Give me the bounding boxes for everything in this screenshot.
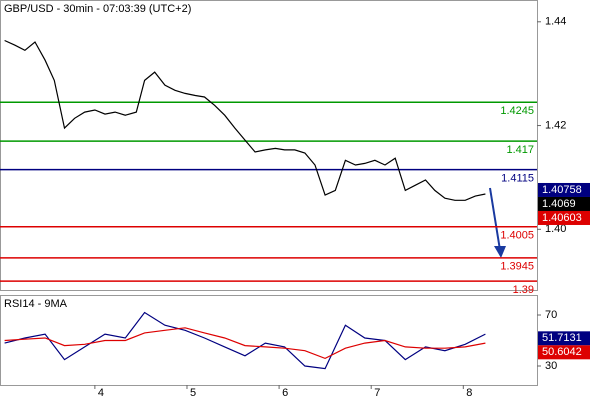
- level-label: 1.4005: [500, 230, 534, 242]
- series-line: [4, 39, 486, 201]
- level-label: 1.4245: [500, 105, 534, 117]
- price-box: [538, 182, 590, 197]
- y-tick-label: 1.40: [545, 223, 566, 235]
- rsi-panel: [0, 295, 538, 386]
- level-label: 1.417: [506, 144, 534, 156]
- level-label: 1.3945: [500, 261, 534, 273]
- rsi-title: RSI14 - 9MA: [4, 298, 68, 310]
- price-box: [538, 210, 590, 225]
- price-box: [538, 196, 590, 211]
- series-line: [4, 311, 486, 370]
- level-label: 1.4115: [501, 173, 534, 185]
- y-tick-label: 70: [545, 309, 557, 321]
- x-tick-label: 5: [190, 387, 196, 399]
- price-box-label: 1.4069: [542, 198, 576, 210]
- x-tick-label: 8: [466, 387, 472, 399]
- y-tick-label: 1.42: [545, 119, 566, 131]
- price-box-label: 50.6042: [542, 346, 582, 358]
- price-box: [538, 345, 590, 360]
- level-label: 1.39: [513, 284, 534, 296]
- price-box: [538, 331, 590, 346]
- price-box-label: 51.7131: [542, 332, 582, 344]
- x-tick-label: 4: [98, 387, 104, 399]
- x-tick-label: 7: [374, 387, 380, 399]
- y-tick-label: 30: [545, 360, 557, 372]
- price-box-label: 1.40603: [542, 212, 582, 224]
- chart-title: GBP/USD - 30min - 07:03:39 (UTC+2): [4, 3, 191, 15]
- price-box-label: 1.40758: [542, 184, 582, 196]
- forecast-arrow: [489, 187, 506, 258]
- y-tick-label: 1.44: [545, 16, 566, 28]
- series-line: [4, 327, 486, 360]
- main-panel: [0, 0, 538, 291]
- x-tick-label: 6: [282, 387, 288, 399]
